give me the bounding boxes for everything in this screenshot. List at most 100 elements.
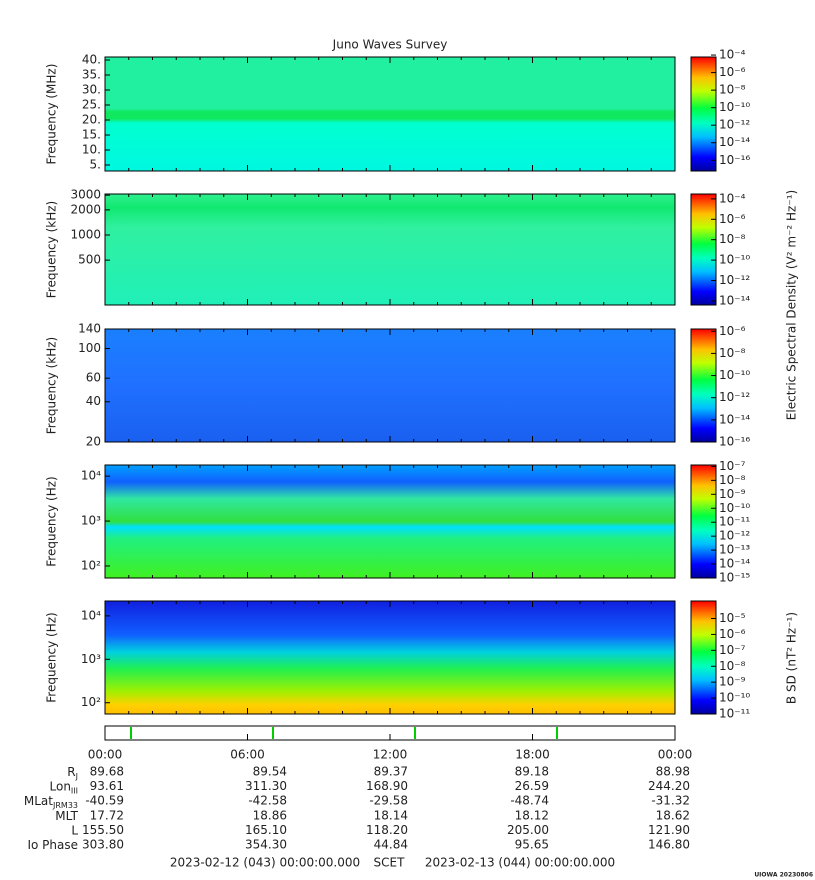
chart-title: Juno Waves Survey	[332, 38, 448, 52]
ephemeris-value: 89.18	[515, 765, 549, 779]
ephemeris-label: L	[71, 823, 78, 837]
ephemeris-value: 155.50	[82, 823, 124, 837]
ephemeris-label-sub: J	[75, 772, 78, 781]
y-tick-label: 30.	[82, 83, 101, 97]
y-tick-label: 10⁴	[81, 608, 101, 622]
colorbar-tick-label: 10⁻⁶	[719, 324, 746, 338]
y-tick-label: 10³	[81, 514, 101, 528]
ephemeris-value: 354.30	[245, 838, 287, 852]
colorbar-label: B SD (nT² Hz⁻¹)	[785, 612, 799, 704]
y-axis-label: Frequency (MHz)	[45, 64, 59, 165]
ephemeris-value: 18.62	[656, 808, 690, 822]
ephemeris-value: 118.20	[366, 823, 408, 837]
ephemeris-value: 121.90	[648, 823, 690, 837]
colorbar	[690, 464, 717, 579]
credit: UIOWA 20230806	[754, 872, 813, 879]
colorbar-tick-label: 10⁻¹⁵	[719, 571, 750, 585]
y-axis-label: Frequency (kHz)	[45, 201, 59, 298]
colorbar-tick-label: 10⁻¹¹	[719, 707, 750, 721]
ephemeris-value: -29.58	[369, 794, 408, 808]
ephemeris-value: 95.65	[515, 838, 549, 852]
ephemeris-label: RJ	[67, 765, 78, 781]
time-tick-label: 00:00	[658, 748, 693, 762]
colorbar	[690, 56, 717, 172]
colorbar-tick-label: 10⁻¹²	[719, 118, 750, 132]
ephemeris-label-sub: JRM33	[52, 801, 78, 810]
colorbar-tick-label: 10⁻¹⁴	[719, 135, 750, 149]
y-tick-label: 500	[78, 253, 101, 267]
time-tick-label: 18:00	[515, 748, 550, 762]
colorbar	[690, 193, 717, 306]
footer-middle: SCET	[374, 856, 406, 870]
y-tick-label: 10³	[81, 652, 101, 666]
colorbar-tick-label: 10⁻⁶	[719, 212, 746, 226]
colorbar-tick-label: 10⁻¹⁶	[719, 153, 750, 167]
y-tick-label: 40	[86, 394, 101, 408]
ephemeris-label-text: MLat	[24, 794, 53, 808]
ephemeris-label-text: Io Phase	[27, 838, 78, 852]
colorbar-tick-label: 10⁻⁸	[719, 83, 746, 97]
colorbar-label: Electric Spectral Density (V² m⁻² Hz⁻¹)	[785, 190, 799, 420]
ephemeris-value: 244.20	[648, 779, 690, 793]
y-tick-label: 15.	[82, 128, 101, 142]
colorbar-tick-label: 10⁻¹⁴	[719, 557, 750, 571]
y-tick-label: 10.	[82, 143, 101, 157]
time-strip-marks	[130, 727, 558, 739]
colorbar-tick-label: 10⁻⁸	[719, 473, 746, 487]
y-axis-label: Frequency (kHz)	[45, 337, 59, 434]
y-tick-label: 10²	[81, 558, 101, 572]
y-tick-label: 35.	[82, 68, 101, 82]
ephemeris-label: Io Phase	[27, 838, 78, 852]
ephemeris-value: 205.00	[507, 823, 549, 837]
y-tick-label: 3000	[70, 188, 101, 202]
y-tick-label: 20	[86, 435, 101, 449]
colorbar-tick-label: 10⁻⁹	[719, 487, 746, 501]
colorbar-tick-label: 10⁻¹²	[719, 273, 750, 287]
spectrogram	[105, 601, 675, 714]
ephemeris-value: 17.72	[90, 808, 124, 822]
ephemeris-label-text: MLT	[55, 808, 78, 822]
y-tick-label: 10⁴	[81, 469, 101, 483]
y-tick-label: 100	[78, 341, 101, 355]
ephemeris-value: 146.80	[648, 838, 690, 852]
spectrogram	[105, 57, 675, 171]
y-tick-label: 60	[86, 371, 101, 385]
ephemeris-value: 89.37	[374, 765, 408, 779]
ephemeris-value: 88.98	[656, 765, 690, 779]
y-tick-label: 25.	[82, 98, 101, 112]
colorbar-tick-label: 10⁻⁵	[719, 611, 746, 625]
colorbar	[690, 328, 717, 443]
ephemeris-value: -42.58	[248, 794, 287, 808]
colorbar-tick-label: 10⁻¹⁰	[719, 368, 750, 382]
ephemeris-value: 165.10	[245, 823, 287, 837]
y-tick-label: 5.	[90, 158, 101, 172]
time-tick-label: 06:00	[230, 748, 265, 762]
colorbar-tick-label: 10⁻⁸	[719, 659, 746, 673]
ephemeris-label: LonIII	[50, 779, 79, 795]
colorbar-tick-label: 10⁻¹²	[719, 529, 750, 543]
spectrogram	[105, 465, 675, 578]
colorbar-tick-label: 10⁻¹⁰	[719, 100, 750, 114]
ephemeris-label: MLatJRM33	[24, 794, 78, 810]
y-tick-label: 10²	[81, 695, 101, 709]
colorbar-tick-label: 10⁻¹²	[719, 390, 750, 404]
y-axis-label: Frequency (Hz)	[45, 612, 59, 703]
footer-start: 2023-02-12 (043) 00:00:00.000	[170, 856, 360, 870]
spectrogram	[105, 329, 675, 442]
colorbar-tick-label: 10⁻¹⁰	[719, 253, 750, 267]
colorbar-tick-label: 10⁻⁶	[719, 627, 746, 641]
ephemeris-value: 89.54	[253, 765, 287, 779]
time-tick-label: 12:00	[373, 748, 408, 762]
colorbar-tick-label: 10⁻¹⁶	[719, 435, 750, 449]
colorbar-tick-label: 10⁻¹⁴	[719, 293, 750, 307]
ephemeris-value: 168.90	[366, 779, 408, 793]
footer-end: 2023-02-13 (044) 00:00:00.000	[425, 856, 615, 870]
time-tick-label: 00:00	[88, 748, 123, 762]
y-axis-label: Frequency (Hz)	[45, 476, 59, 567]
ephemeris-value: -48.74	[510, 794, 549, 808]
colorbar-tick-label: 10⁻⁸	[719, 346, 746, 360]
colorbar	[690, 600, 717, 715]
ephemeris-value: 18.14	[374, 808, 408, 822]
ephemeris-label: MLT	[55, 808, 78, 822]
